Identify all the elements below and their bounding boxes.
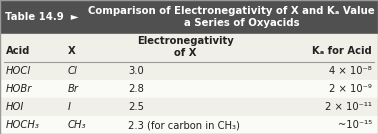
- Bar: [0, 116, 378, 134]
- Text: HOCH₃: HOCH₃: [6, 120, 40, 130]
- Bar: [0, 62, 378, 80]
- Text: Table 14.9  ►: Table 14.9 ►: [5, 12, 79, 22]
- Bar: [0, 0, 378, 34]
- Text: X: X: [68, 46, 76, 56]
- Bar: [0, 34, 378, 62]
- Text: 3.0: 3.0: [128, 66, 144, 76]
- Text: I: I: [68, 102, 71, 112]
- Text: Cl: Cl: [68, 66, 78, 76]
- Text: HOCl: HOCl: [6, 66, 31, 76]
- Text: 2.3 (for carbon in CH₃): 2.3 (for carbon in CH₃): [128, 120, 240, 130]
- Text: ~10⁻¹⁵: ~10⁻¹⁵: [338, 120, 372, 130]
- Text: Kₐ for Acid: Kₐ for Acid: [312, 46, 372, 56]
- Text: HOBr: HOBr: [6, 84, 33, 94]
- Text: Electronegativity
of X: Electronegativity of X: [136, 36, 233, 58]
- Bar: [0, 80, 378, 98]
- Text: Acid: Acid: [6, 46, 30, 56]
- Text: CH₃: CH₃: [68, 120, 87, 130]
- Text: 2.8: 2.8: [128, 84, 144, 94]
- Text: 4 × 10⁻⁸: 4 × 10⁻⁸: [329, 66, 372, 76]
- Text: 2 × 10⁻⁹: 2 × 10⁻⁹: [329, 84, 372, 94]
- Text: 2.5: 2.5: [128, 102, 144, 112]
- Text: HOI: HOI: [6, 102, 24, 112]
- Text: 2 × 10⁻¹¹: 2 × 10⁻¹¹: [325, 102, 372, 112]
- Bar: [0, 98, 378, 116]
- Text: Comparison of Electronegativity of X and Kₐ Value for
a Series of Oxyacids: Comparison of Electronegativity of X and…: [88, 6, 378, 28]
- Text: Br: Br: [68, 84, 79, 94]
